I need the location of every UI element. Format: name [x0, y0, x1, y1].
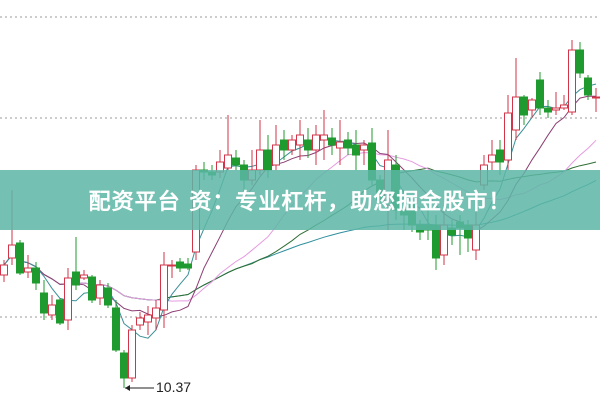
- candle-up: [592, 96, 600, 99]
- candle-up: [512, 96, 520, 131]
- candle-up: [224, 154, 232, 169]
- candle-up: [288, 139, 296, 151]
- candle-up: [160, 264, 168, 311]
- candle-up: [96, 284, 104, 299]
- candle-down: [40, 292, 48, 314]
- candle-up: [144, 314, 152, 323]
- candle-down: [264, 149, 272, 171]
- candle-down: [176, 261, 184, 269]
- candle-up: [296, 134, 304, 146]
- candle-down: [32, 267, 40, 284]
- candle-up: [528, 99, 536, 111]
- candle-up: [64, 277, 72, 321]
- candle-down: [304, 139, 312, 151]
- candle-up: [320, 134, 328, 141]
- candle-up: [488, 154, 496, 163]
- candle-up: [128, 329, 136, 379]
- candle-up: [0, 264, 8, 276]
- candle-up: [568, 49, 576, 113]
- candle-up: [312, 134, 320, 151]
- candle-up: [360, 144, 368, 151]
- candle-down: [576, 49, 584, 74]
- candle-up: [272, 144, 280, 166]
- candle-up: [256, 149, 264, 171]
- candle-up: [168, 264, 176, 267]
- low-arrow-icon: [125, 385, 130, 391]
- candle-down: [344, 139, 352, 149]
- promo-banner[interactable]: 配资平台 资：专业杠杆，助您掘金股市！: [0, 170, 600, 230]
- candle-down: [584, 77, 592, 96]
- candle-down: [184, 263, 192, 269]
- candle-down: [496, 149, 504, 163]
- candle-up: [80, 274, 88, 279]
- candle-up: [336, 141, 344, 149]
- candle-up: [504, 112, 512, 161]
- candle-up: [48, 304, 56, 316]
- candle-down: [536, 79, 544, 109]
- candle-down: [112, 307, 120, 351]
- low-price-label: 10.37: [156, 379, 192, 395]
- candle-up: [136, 317, 144, 326]
- candle-down: [16, 242, 24, 274]
- candle-down: [328, 137, 336, 146]
- candle-down: [56, 299, 64, 324]
- candle-up: [552, 107, 560, 111]
- candle-down: [88, 276, 96, 301]
- candle-down: [120, 352, 128, 379]
- candle-down: [352, 144, 360, 156]
- candle-down: [232, 157, 240, 166]
- candle-down: [104, 287, 112, 306]
- candle-up: [24, 267, 32, 273]
- candle-up: [152, 307, 160, 319]
- candle-down: [280, 139, 288, 151]
- candle-down: [520, 96, 528, 116]
- candle-up: [560, 104, 568, 109]
- candle-up: [8, 244, 16, 259]
- candle-down: [544, 107, 552, 113]
- banner-text: 配资平台 资：专业杠杆，助您掘金股市！: [88, 190, 512, 215]
- candle-down: [72, 271, 80, 286]
